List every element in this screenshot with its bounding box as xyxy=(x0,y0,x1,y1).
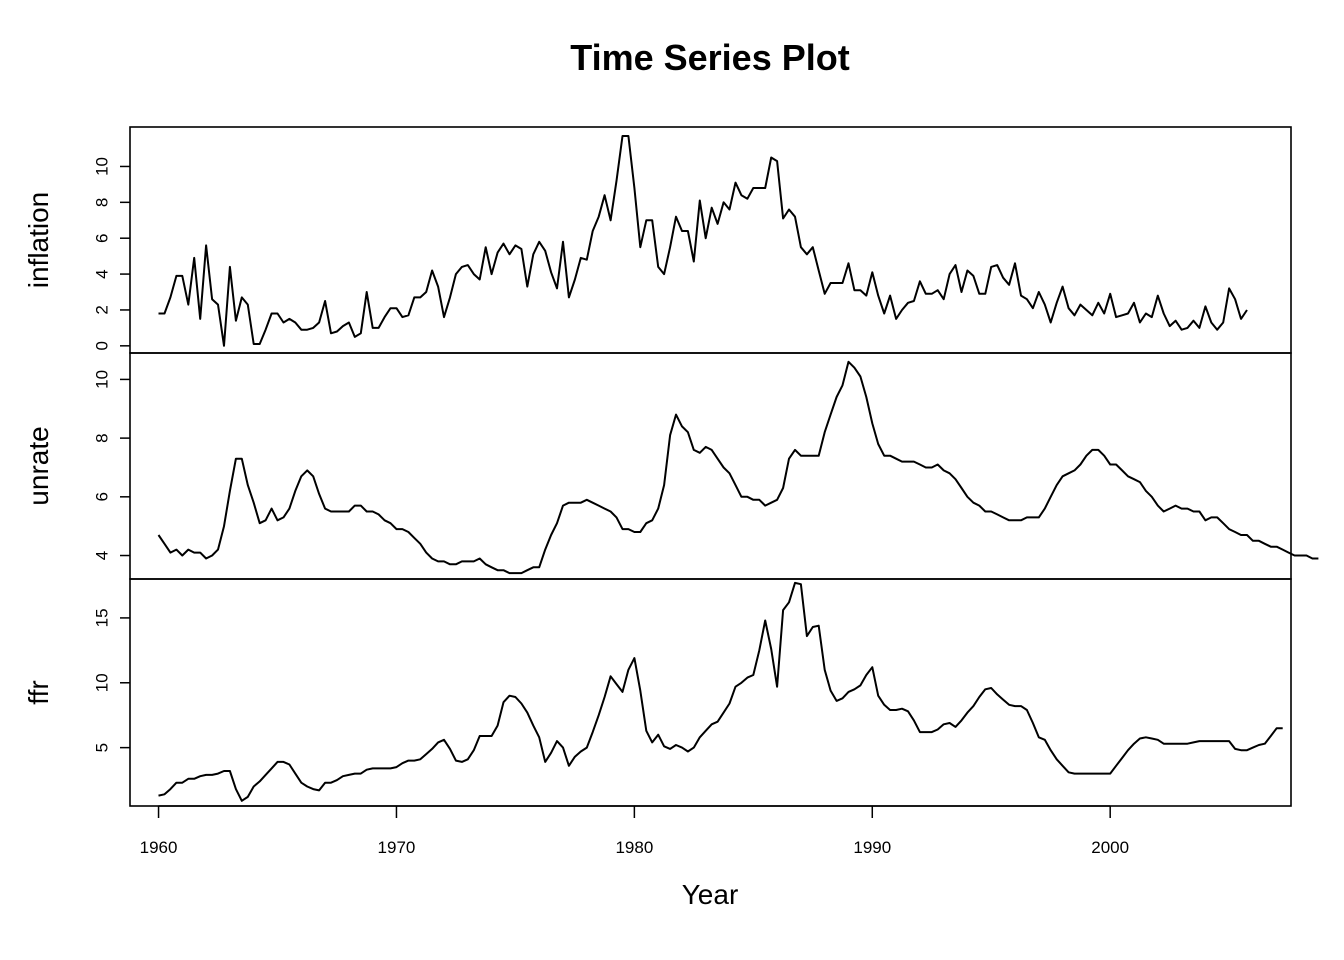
x-tick-label: 1980 xyxy=(615,838,653,857)
x-tick-label: 1990 xyxy=(853,838,891,857)
y-tick-label: 6 xyxy=(93,233,112,242)
x-axis: 1960 1970 1980 1990 2000 xyxy=(140,805,1129,857)
x-tick-label: 1970 xyxy=(378,838,416,857)
y-tick-label: 6 xyxy=(93,492,112,501)
y-axis-label-unrate: unrate xyxy=(23,426,54,505)
panel-frame xyxy=(129,126,1292,354)
y-tick-label: 10 xyxy=(93,157,112,176)
panel-unrate: 4 6 8 10 unrate xyxy=(23,352,1319,580)
y-tick-label: 10 xyxy=(93,370,112,389)
panels-group: 0 2 4 6 8 10 inflation 4 6 8 10 unrate 5 10 15 ffr xyxy=(23,126,1319,807)
y-tick-label: 4 xyxy=(93,551,112,560)
y-axis-label-ffr: ffr xyxy=(23,680,54,704)
series-line-unrate xyxy=(157,360,1319,575)
series-line-ffr xyxy=(158,581,1283,802)
y-tick-label: 8 xyxy=(93,433,112,442)
y-tick-label: 0 xyxy=(93,341,112,350)
x-tick-label: 2000 xyxy=(1091,838,1129,857)
y-tick-label: 2 xyxy=(93,305,112,314)
series-line-inflation xyxy=(158,135,1248,347)
y-tick-label: 8 xyxy=(93,198,112,207)
panel-ffr: 5 10 15 ffr xyxy=(23,578,1292,807)
y-axis-label-inflation: inflation xyxy=(23,192,54,289)
y-tick-label: 10 xyxy=(93,673,112,692)
y-tick-label: 4 xyxy=(93,269,112,278)
y-tick-label: 15 xyxy=(93,608,112,627)
y-tick-label: 5 xyxy=(93,743,112,752)
panel-frame xyxy=(129,578,1292,807)
x-axis-label: Year xyxy=(682,879,739,910)
chart-title: Time Series Plot xyxy=(570,37,849,78)
panel-inflation: 0 2 4 6 8 10 inflation xyxy=(23,126,1292,354)
x-tick-label: 1960 xyxy=(140,838,178,857)
